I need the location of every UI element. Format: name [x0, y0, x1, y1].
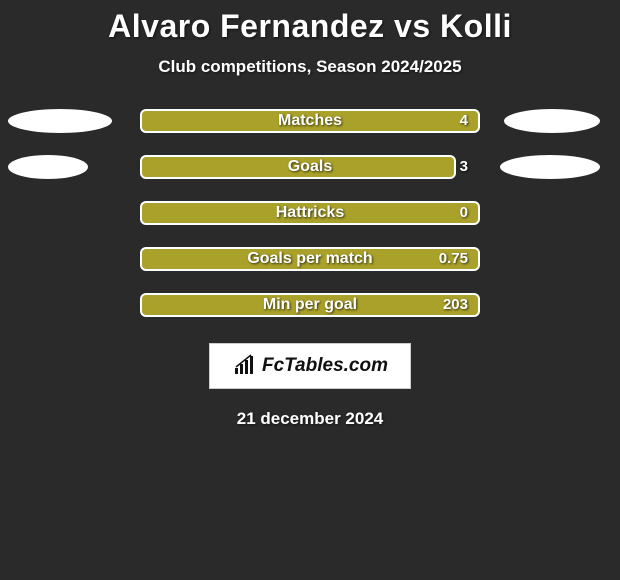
- brand-badge: FcTables.com: [209, 343, 411, 389]
- stat-bar: Matches4: [140, 109, 480, 133]
- stat-row: Goals3: [0, 155, 620, 179]
- stat-bar-fill: [140, 247, 480, 271]
- stat-bars: Matches4 Goals3 Hattricks0 Goals per match0…: [0, 109, 620, 317]
- player-right-marker: [504, 109, 600, 133]
- stat-bar-fill: [140, 109, 480, 133]
- player-right-marker: [500, 155, 600, 179]
- player-left-marker: [8, 109, 112, 133]
- bar-chart-icon: [232, 354, 256, 378]
- stat-bar-fill: [140, 201, 480, 225]
- page-title: Alvaro Fernandez vs Kolli: [0, 8, 620, 45]
- stat-row: Matches4: [0, 109, 620, 133]
- stat-bar-fill: [140, 293, 480, 317]
- stat-bar: Goals per match0.75: [140, 247, 480, 271]
- comparison-card: Alvaro Fernandez vs Kolli Club competiti…: [0, 0, 620, 429]
- brand-name: FcTables.com: [262, 355, 388, 377]
- season-subtitle: Club competitions, Season 2024/2025: [0, 57, 620, 77]
- stat-row: Min per goal203: [0, 293, 620, 317]
- snapshot-date: 21 december 2024: [0, 409, 620, 429]
- stat-bar: Hattricks0: [140, 201, 480, 225]
- stat-bar-fill: [140, 155, 456, 179]
- player-left-marker: [8, 155, 88, 179]
- stat-row: Hattricks0: [0, 201, 620, 225]
- stat-bar: Goals3: [140, 155, 480, 179]
- stat-value: 3: [460, 155, 468, 179]
- stat-row: Goals per match0.75: [0, 247, 620, 271]
- stat-bar: Min per goal203: [140, 293, 480, 317]
